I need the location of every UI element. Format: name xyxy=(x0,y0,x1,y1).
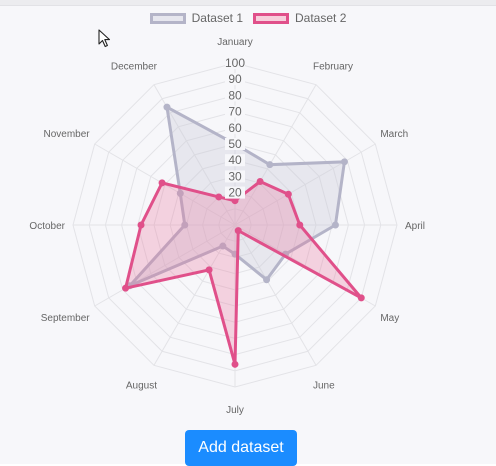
legend-swatch-dataset-1 xyxy=(149,12,186,24)
data-point xyxy=(263,276,271,284)
tick-backdrop xyxy=(225,138,245,150)
category-label: August xyxy=(126,380,157,391)
tick-backdrop xyxy=(225,57,245,69)
tick-label: 40 xyxy=(228,153,242,167)
category-label: April xyxy=(405,221,425,232)
data-point xyxy=(122,284,130,292)
tick-backdrop xyxy=(225,121,245,134)
grid-spoke xyxy=(234,84,317,226)
category-label: September xyxy=(41,313,91,324)
category-label: February xyxy=(313,62,353,73)
data-point xyxy=(158,179,166,187)
tick-label: 80 xyxy=(228,88,242,102)
category-label: July xyxy=(226,405,244,416)
legend-item-dataset-2[interactable]: Dataset 2 xyxy=(253,11,346,25)
data-point xyxy=(284,190,292,198)
grid-spoke xyxy=(234,224,317,366)
tick-label: 60 xyxy=(228,121,242,135)
tick-label: 100 xyxy=(225,56,245,70)
top-divider xyxy=(0,0,496,6)
category-label: June xyxy=(313,380,335,391)
data-point xyxy=(163,103,171,111)
data-point xyxy=(256,178,264,186)
tick-label: 70 xyxy=(228,105,242,119)
data-point xyxy=(331,221,339,229)
data-point xyxy=(266,161,274,169)
tick-backdrop xyxy=(225,105,245,118)
tick-backdrop xyxy=(225,89,245,102)
data-point xyxy=(137,221,145,229)
category-labels: January February March April May June July Augu… xyxy=(29,37,425,416)
tick-backdrop xyxy=(225,170,245,183)
data-point xyxy=(231,360,239,368)
data-point xyxy=(215,193,223,201)
data-point xyxy=(176,189,184,197)
add-dataset-button[interactable]: Add dataset xyxy=(185,430,297,466)
category-label: November xyxy=(44,129,91,140)
tick-backdrop xyxy=(225,154,245,167)
data-point xyxy=(181,221,189,229)
legend-item-dataset-1[interactable]: Dataset 1 xyxy=(149,11,243,25)
category-label: October xyxy=(29,221,65,232)
tick-backdrop xyxy=(225,73,245,86)
legend-label-dataset-2: Dataset 2 xyxy=(295,11,347,25)
legend-swatch-dataset-2 xyxy=(253,12,289,24)
series-2 xyxy=(122,178,365,368)
chart-legend: Dataset 1 Dataset 2 xyxy=(0,11,496,25)
grid-spoke xyxy=(94,224,236,307)
category-label: December xyxy=(111,62,158,73)
tick-label: 30 xyxy=(228,169,242,183)
legend-label-dataset-1: Dataset 1 xyxy=(191,11,243,25)
category-label: March xyxy=(380,129,408,140)
category-label: January xyxy=(217,37,253,48)
radar-chart: January February March April May June July Augu… xyxy=(29,37,425,416)
tick-label: 50 xyxy=(228,137,242,151)
tick-backdrop xyxy=(225,186,245,199)
tick-label: 20 xyxy=(228,186,242,200)
data-point xyxy=(234,227,242,235)
tick-label: 90 xyxy=(228,72,242,86)
data-point xyxy=(219,242,227,250)
category-label: May xyxy=(380,313,399,324)
mouse-pointer-icon xyxy=(98,29,111,48)
data-point xyxy=(205,266,213,274)
data-point xyxy=(340,158,348,166)
scale-ticks: 20 30 40 50 60 70 80 90 100 xyxy=(225,56,245,200)
data-point xyxy=(296,221,304,229)
data-point xyxy=(357,294,365,302)
grid-spoke xyxy=(234,143,376,226)
